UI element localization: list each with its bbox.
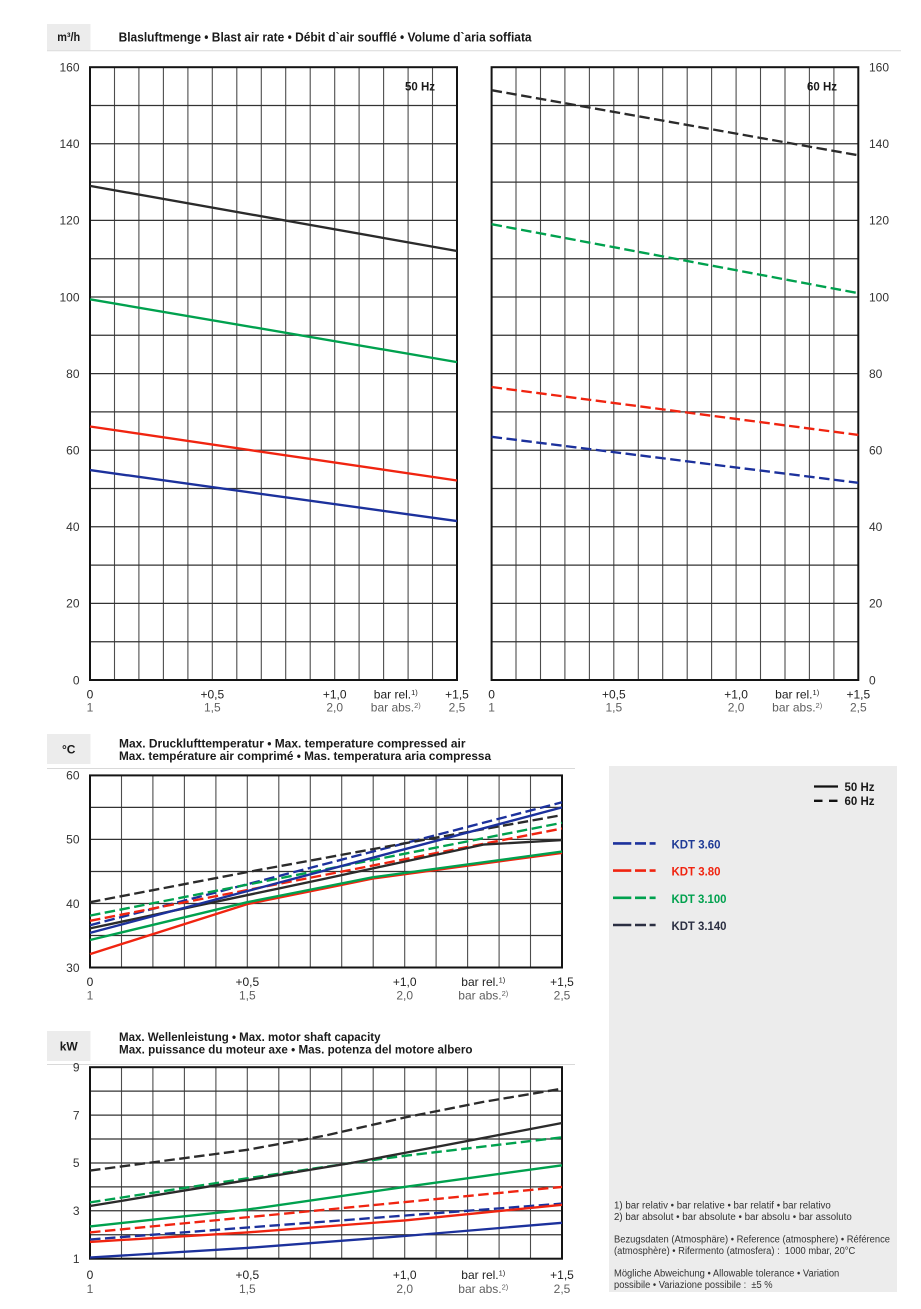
svg-text:60: 60: [66, 444, 80, 458]
svg-text:m³/h: m³/h: [57, 30, 80, 44]
svg-text:1: 1: [73, 1252, 80, 1266]
svg-text:+1,0: +1,0: [724, 687, 748, 701]
svg-text:30: 30: [66, 961, 80, 975]
svg-text:40: 40: [66, 520, 80, 534]
svg-text:Max. puissance du moteur axe •: Max. puissance du moteur axe • Mas. pote…: [119, 1043, 473, 1057]
svg-text:1: 1: [87, 1282, 94, 1296]
svg-text:1: 1: [488, 700, 495, 714]
svg-text:2) bar absolut • bar absolute: 2) bar absolut • bar absolute • bar abso…: [614, 1212, 852, 1223]
svg-text:2,0: 2,0: [728, 700, 745, 714]
svg-text:40: 40: [869, 520, 883, 534]
svg-text:possibile • Variazione possibi: possibile • Variazione possibile : ±5 %: [614, 1280, 773, 1291]
svg-text:Max. Drucklufttemperatur • Max: Max. Drucklufttemperatur • Max. temperat…: [119, 737, 466, 751]
svg-text:+1,0: +1,0: [393, 975, 417, 989]
svg-text:0: 0: [73, 673, 80, 687]
svg-text:2,5: 2,5: [449, 700, 466, 714]
svg-text:120: 120: [59, 214, 79, 228]
svg-text:1: 1: [87, 989, 94, 1003]
svg-text:bar abs.2): bar abs.2): [371, 700, 422, 714]
svg-text:20: 20: [869, 597, 883, 611]
svg-text:140: 140: [59, 137, 79, 151]
svg-text:2,5: 2,5: [850, 700, 867, 714]
svg-text:°C: °C: [62, 743, 76, 757]
svg-text:bar abs.2): bar abs.2): [772, 700, 823, 714]
svg-text:Max. Wellenleistung • Max. mot: Max. Wellenleistung • Max. motor shaft c…: [119, 1030, 381, 1044]
svg-text:60: 60: [869, 444, 883, 458]
svg-text:3: 3: [73, 1204, 80, 1218]
svg-text:1,5: 1,5: [239, 989, 256, 1003]
svg-text:100: 100: [59, 290, 79, 304]
svg-text:20: 20: [66, 597, 80, 611]
svg-text:80: 80: [66, 367, 80, 381]
svg-text:0: 0: [488, 687, 495, 701]
svg-text:100: 100: [869, 290, 889, 304]
svg-text:Max. température air comprimé: Max. température air comprimé • Mas. tem…: [119, 749, 491, 763]
svg-text:60 Hz: 60 Hz: [807, 82, 837, 94]
svg-text:bar rel.1): bar rel.1): [461, 1268, 506, 1282]
svg-text:60 Hz: 60 Hz: [845, 794, 875, 808]
svg-text:1) bar relativ • bar relative: 1) bar relativ • bar relative • bar rela…: [614, 1201, 831, 1212]
svg-text:+1,5: +1,5: [550, 975, 574, 989]
svg-text:5: 5: [73, 1156, 80, 1170]
svg-text:Bezugsdaten (Atmosphäre) • Ref: Bezugsdaten (Atmosphäre) • Reference (at…: [614, 1235, 890, 1246]
svg-text:2,0: 2,0: [396, 989, 413, 1003]
svg-text:1,5: 1,5: [239, 1282, 256, 1296]
svg-text:+1,0: +1,0: [323, 687, 347, 701]
svg-text:50: 50: [66, 833, 80, 847]
svg-text:+1,0: +1,0: [393, 1268, 417, 1282]
svg-text:50 Hz: 50 Hz: [845, 780, 875, 794]
svg-text:+0,5: +0,5: [235, 975, 259, 989]
svg-text:160: 160: [59, 61, 79, 75]
svg-text:KDT 3.140: KDT 3.140: [672, 919, 727, 933]
svg-text:1,5: 1,5: [204, 700, 221, 714]
svg-text:bar abs.2): bar abs.2): [458, 989, 509, 1003]
svg-text:bar rel.1): bar rel.1): [461, 975, 506, 989]
svg-text:+1,5: +1,5: [445, 687, 469, 701]
svg-text:0: 0: [869, 673, 876, 687]
svg-text:140: 140: [869, 137, 889, 151]
svg-text:80: 80: [869, 367, 883, 381]
svg-text:KDT 3.100: KDT 3.100: [672, 892, 727, 906]
svg-text:+1,5: +1,5: [550, 1268, 574, 1282]
svg-text:0: 0: [87, 687, 94, 701]
svg-text:bar rel.1): bar rel.1): [374, 687, 419, 701]
svg-text:2,5: 2,5: [554, 989, 571, 1003]
svg-text:+0,5: +0,5: [235, 1268, 259, 1282]
svg-text:2,5: 2,5: [554, 1282, 571, 1296]
svg-text:50 Hz: 50 Hz: [405, 82, 435, 94]
svg-text:1: 1: [87, 700, 94, 714]
svg-text:160: 160: [869, 61, 889, 75]
svg-text:120: 120: [869, 214, 889, 228]
svg-text:bar rel.1): bar rel.1): [775, 687, 820, 701]
svg-text:2,0: 2,0: [396, 1282, 413, 1296]
svg-text:kW: kW: [60, 1040, 79, 1054]
svg-text:KDT 3.80: KDT 3.80: [672, 865, 721, 879]
svg-text:KDT 3.60: KDT 3.60: [672, 837, 721, 851]
svg-text:0: 0: [87, 975, 94, 989]
svg-text:40: 40: [66, 897, 80, 911]
svg-text:+0,5: +0,5: [200, 687, 224, 701]
svg-text:+1,5: +1,5: [846, 687, 870, 701]
svg-text:7: 7: [73, 1108, 80, 1122]
svg-text:Mögliche Abweichung • Allowabl: Mögliche Abweichung • Allowable toleranc…: [614, 1269, 839, 1280]
svg-text:60: 60: [66, 769, 80, 783]
svg-text:bar abs.2): bar abs.2): [458, 1282, 509, 1296]
svg-text:+0,5: +0,5: [602, 687, 626, 701]
svg-text:0: 0: [87, 1268, 94, 1282]
svg-text:1,5: 1,5: [605, 700, 622, 714]
svg-text:9: 9: [73, 1061, 80, 1075]
svg-text:Blasluftmenge • Blast air rate: Blasluftmenge • Blast air rate • Débit d…: [119, 31, 533, 45]
svg-text:(atmosphère) • Rifermento (atm: (atmosphère) • Rifermento (atmosfera) : …: [614, 1246, 855, 1257]
svg-text:2,0: 2,0: [326, 700, 343, 714]
